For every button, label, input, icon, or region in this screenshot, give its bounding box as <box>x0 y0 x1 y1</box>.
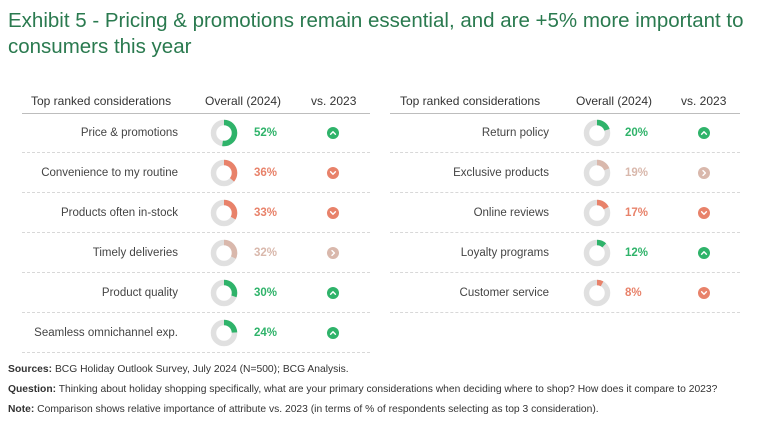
overall-value-price-and-promotions: 52% <box>254 127 278 139</box>
table-row: Online reviews 17% <box>390 193 740 233</box>
trend-up-icon <box>698 127 710 139</box>
donut-chart-return-policy <box>583 119 611 147</box>
consideration-label-price-and-promotions: Price & promotions <box>80 127 178 139</box>
overall-value-loyalty-programs: 12% <box>625 247 649 259</box>
donut-chart-product-quality <box>210 279 238 307</box>
donut-value-arc <box>583 239 611 267</box>
question-label: Question: <box>8 384 57 395</box>
left-header-considerations: Top ranked considerations <box>31 94 172 108</box>
table-row: Product quality 30% <box>22 273 370 313</box>
overall-value-convenience-to-my-routine: 36% <box>254 167 278 179</box>
donut-value-arc <box>583 199 611 227</box>
left-header-overall: Overall (2024) <box>205 94 282 108</box>
right-header-vs2023: vs. 2023 <box>681 94 727 108</box>
donut-track <box>583 279 611 307</box>
row-divider <box>22 352 370 353</box>
row-divider <box>22 192 370 193</box>
table-row: Customer service 8% <box>390 273 740 313</box>
donut-value-arc <box>583 159 611 187</box>
exhibit-title: Exhibit 5 - Pricing & promotions remain … <box>8 9 744 58</box>
consideration-label-products-often-in-stock: Products often in-stock <box>61 207 178 219</box>
overall-value-exclusive-products: 19% <box>625 167 649 179</box>
footer-note: Note: Comparison shows relative importan… <box>8 404 599 415</box>
row-divider <box>390 152 740 153</box>
consideration-label-return-policy: Return policy <box>481 127 549 139</box>
trend-up-icon <box>698 247 710 259</box>
row-divider <box>390 272 740 273</box>
overall-value-timely-deliveries: 32% <box>254 247 278 259</box>
donut-value-arc <box>583 119 611 147</box>
note-label: Note: <box>8 404 35 415</box>
consideration-label-online-reviews: Online reviews <box>473 207 549 219</box>
right-header-rule <box>390 113 740 114</box>
consideration-label-product-quality: Product quality <box>101 287 178 299</box>
row-divider <box>390 232 740 233</box>
donut-value-arc <box>210 319 238 347</box>
donut-value-arc <box>210 279 238 307</box>
row-divider <box>390 192 740 193</box>
table-row: Products often in-stock 33% <box>22 193 370 233</box>
left-header-rule <box>22 113 370 114</box>
left-header-vs2023: vs. 2023 <box>311 94 357 108</box>
trend-down-icon <box>327 207 339 219</box>
footer-sources: Sources: BCG Holiday Outlook Survey, Jul… <box>8 364 349 375</box>
overall-value-product-quality: 30% <box>254 287 278 299</box>
trend-flat-icon <box>327 247 339 259</box>
table-row: Exclusive products 19% <box>390 153 740 193</box>
trend-down-icon <box>698 207 710 219</box>
donut-chart-exclusive-products <box>583 159 611 187</box>
row-divider <box>22 312 370 313</box>
donut-chart-products-often-in-stock <box>210 199 238 227</box>
sources-text: BCG Holiday Outlook Survey, July 2024 (N… <box>52 364 349 375</box>
table-row: Seamless omnichannel exp. 24% <box>22 313 370 353</box>
donut-chart-convenience-to-my-routine <box>210 159 238 187</box>
note-text: Comparison shows relative importance of … <box>34 404 599 415</box>
donut-value-arc <box>210 199 238 227</box>
trend-flat-icon <box>698 167 710 179</box>
donut-chart-loyalty-programs <box>583 239 611 267</box>
trend-up-icon <box>327 127 339 139</box>
donut-value-arc <box>210 119 238 147</box>
consideration-label-seamless-omnichannel-exp: Seamless omnichannel exp. <box>34 327 178 339</box>
sources-label: Sources: <box>8 364 53 375</box>
consideration-label-exclusive-products: Exclusive products <box>453 167 549 179</box>
footer-question: Question: Thinking about holiday shoppin… <box>8 384 717 395</box>
table-row: Return policy 20% <box>390 113 740 153</box>
question-text: Thinking about holiday shopping specific… <box>56 384 718 395</box>
overall-value-seamless-omnichannel-exp: 24% <box>254 327 278 339</box>
row-divider <box>390 312 740 313</box>
donut-track <box>583 239 611 267</box>
donut-value-arc <box>583 279 611 307</box>
consideration-label-convenience-to-my-routine: Convenience to my routine <box>41 167 178 179</box>
trend-down-icon <box>698 287 710 299</box>
donut-chart-online-reviews <box>583 199 611 227</box>
trend-down-icon <box>327 167 339 179</box>
table-row: Timely deliveries 32% <box>22 233 370 273</box>
consideration-label-customer-service: Customer service <box>459 287 549 299</box>
donut-value-arc <box>210 159 238 187</box>
right-header-considerations: Top ranked considerations <box>400 94 541 108</box>
overall-value-return-policy: 20% <box>625 127 649 139</box>
row-divider <box>22 232 370 233</box>
trend-up-icon <box>327 327 339 339</box>
overall-value-customer-service: 8% <box>625 287 642 299</box>
table-row: Convenience to my routine 36% <box>22 153 370 193</box>
trend-up-icon <box>327 287 339 299</box>
overall-value-online-reviews: 17% <box>625 207 649 219</box>
right-header-overall: Overall (2024) <box>576 94 653 108</box>
consideration-label-loyalty-programs: Loyalty programs <box>460 247 549 259</box>
row-divider <box>22 152 370 153</box>
consideration-label-timely-deliveries: Timely deliveries <box>92 247 178 259</box>
table-row: Price & promotions 52% <box>22 113 370 153</box>
donut-chart-customer-service <box>583 279 611 307</box>
overall-value-products-often-in-stock: 33% <box>254 207 278 219</box>
donut-chart-price-and-promotions <box>210 119 238 147</box>
donut-chart-timely-deliveries <box>210 239 238 267</box>
donut-chart-seamless-omnichannel-exp <box>210 319 238 347</box>
row-divider <box>22 272 370 273</box>
table-row: Loyalty programs 12% <box>390 233 740 273</box>
donut-value-arc <box>210 239 238 267</box>
